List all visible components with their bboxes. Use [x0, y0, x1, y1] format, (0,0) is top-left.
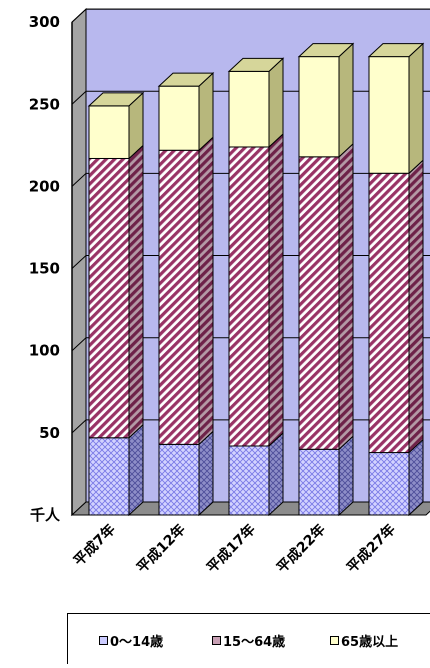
y-tick-label: 200	[29, 177, 60, 195]
legend-label: 15〜64歳	[223, 635, 286, 650]
legend-swatch-icon	[330, 636, 339, 645]
legend-swatch-icon	[212, 636, 221, 645]
y-unit-label: 千人	[30, 506, 61, 524]
x-tick-label: 平成12年	[133, 521, 188, 576]
legend-swatch-icon	[99, 636, 108, 645]
y-tick-label: 100	[29, 342, 60, 360]
bar-top	[157, 72, 215, 87]
legend: 0〜14歳 15〜64歳 65歳以上	[67, 613, 430, 664]
bar-top	[227, 57, 285, 72]
legend-item-65-plus: 65歳以上	[330, 631, 398, 650]
bar-top	[297, 43, 355, 58]
bar-segment	[88, 437, 130, 516]
bar-side-segment	[128, 144, 144, 439]
bar-side-segment	[338, 435, 354, 517]
bar-side-segment	[198, 430, 214, 517]
bar-side-segment	[338, 42, 354, 158]
legend-label: 0〜14歳	[110, 635, 164, 650]
bar-side-segment	[198, 136, 214, 446]
y-tick-label: 250	[29, 95, 60, 113]
x-tick-label: 平成22年	[273, 521, 328, 576]
bar-segment	[88, 157, 130, 439]
gridline	[71, 8, 430, 23]
y-tick-label: 300	[29, 13, 60, 31]
bar-segment	[158, 85, 200, 151]
bar-side-segment	[408, 42, 424, 175]
bar-segment	[228, 146, 270, 447]
bar-side-segment	[338, 142, 354, 451]
bar-segment	[228, 70, 270, 148]
bar-segment	[298, 156, 340, 450]
bar-segment	[368, 452, 410, 516]
bar-segment	[88, 105, 130, 159]
bar-side-segment	[268, 431, 284, 517]
bar-side-segment	[408, 159, 424, 454]
y-tick-label: 150	[29, 260, 60, 278]
bar-segment	[368, 56, 410, 174]
y-tick-label: 50	[39, 424, 60, 442]
bar-top	[87, 92, 145, 107]
legend-item-0-14: 0〜14歳	[99, 631, 163, 650]
bar-top	[367, 43, 425, 58]
bar-segment	[158, 443, 200, 516]
x-tick-label: 平成27年	[343, 521, 398, 576]
bar-segment	[298, 448, 340, 516]
bar-side-segment	[268, 57, 284, 149]
bar-side-segment	[268, 132, 284, 448]
bar-side-segment	[128, 423, 144, 517]
bar-segment	[158, 149, 200, 445]
bar-segment	[228, 445, 270, 516]
bar-segment	[298, 56, 340, 158]
legend-item-15-64: 15〜64歳	[212, 631, 285, 650]
bar-segment	[368, 172, 410, 454]
x-tick-label: 平成7年	[70, 521, 119, 570]
x-tick-label: 平成17年	[203, 521, 258, 576]
legend-label: 65歳以上	[341, 635, 399, 650]
